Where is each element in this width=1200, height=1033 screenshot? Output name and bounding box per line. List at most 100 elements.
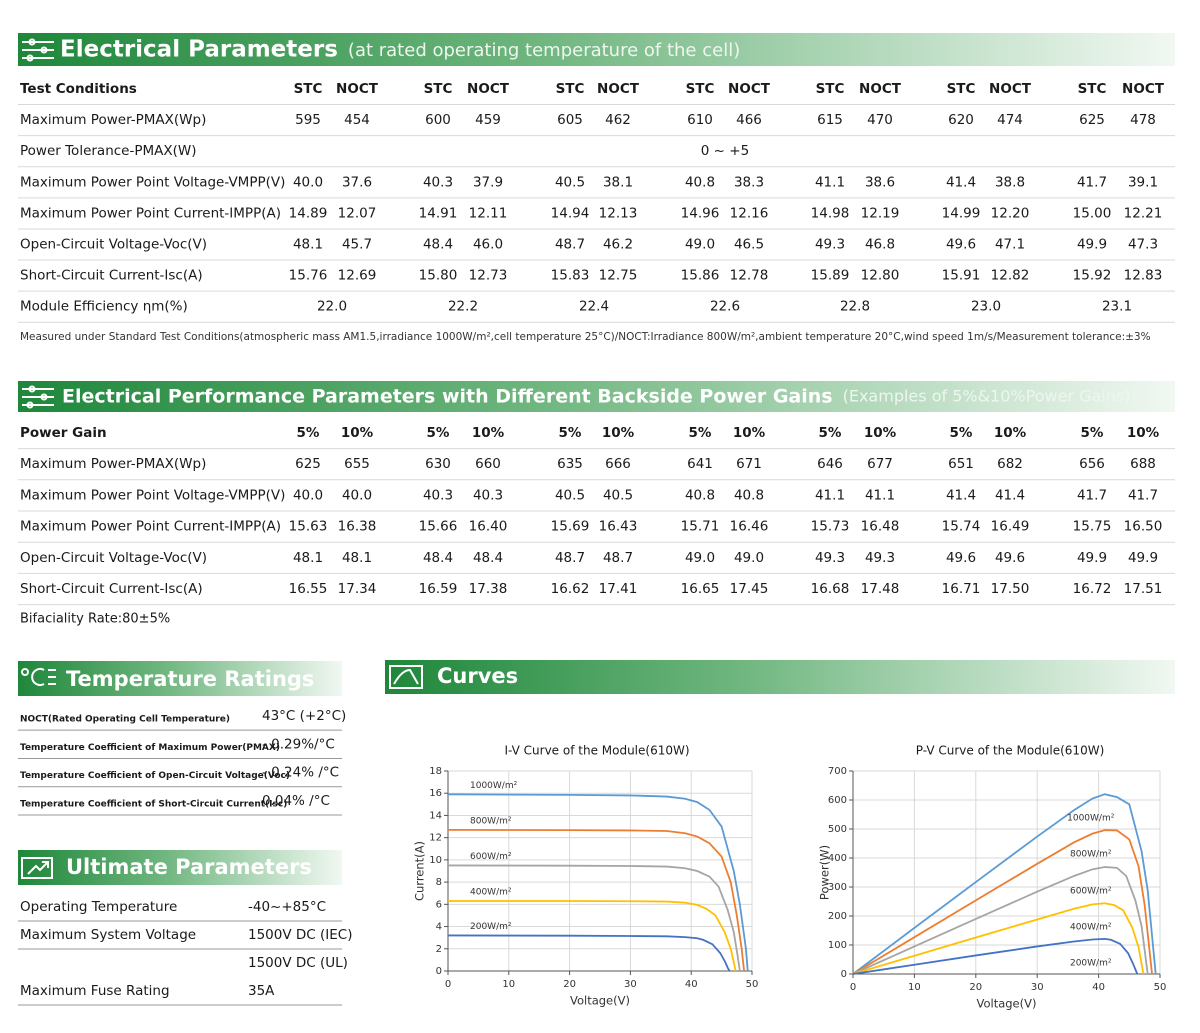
cell-value: 40.8 xyxy=(734,487,764,503)
cell-value: 49.3 xyxy=(815,237,845,253)
y-tick-label: 200 xyxy=(828,911,847,922)
cell-value: 17.34 xyxy=(338,581,377,597)
cell-value: 37.9 xyxy=(473,174,503,190)
cell-value: 40.0 xyxy=(293,174,323,190)
cell-value: 14.98 xyxy=(811,205,850,221)
cell-value: 41.1 xyxy=(815,487,845,503)
cell-value: 15.83 xyxy=(551,268,590,284)
cell-value: 40.8 xyxy=(685,487,715,503)
cell-value: 40.0 xyxy=(293,487,323,503)
cell-value: 12.78 xyxy=(730,268,769,284)
x-tick-label: 10 xyxy=(908,982,921,993)
cell-value: 15.74 xyxy=(942,519,981,535)
row-label: Maximum Power-PMAX(Wp) xyxy=(20,112,206,128)
cell-value: 15.69 xyxy=(551,519,590,535)
y-tick-label: 2 xyxy=(436,944,442,955)
row-label: Maximum Fuse Rating xyxy=(20,983,170,999)
cell-value: 38.1 xyxy=(603,174,633,190)
cell-value: 12.07 xyxy=(338,205,377,221)
row-label: Maximum Power Point Current-IMPP(A) xyxy=(20,519,281,535)
cell-value: 625 xyxy=(1079,112,1105,128)
cell-value: 14.96 xyxy=(681,205,720,221)
cell-value: 40.3 xyxy=(423,487,453,503)
y-tick-label: 14 xyxy=(429,810,442,821)
cell-value: 478 xyxy=(1130,112,1156,128)
thermo-icon xyxy=(21,668,56,686)
cell-value: 47.3 xyxy=(1128,237,1158,253)
column-header: 10% xyxy=(602,425,635,441)
row-value: 35A xyxy=(248,983,275,999)
cell-value: 16.49 xyxy=(991,519,1030,535)
y-tick-label: 16 xyxy=(429,788,442,799)
row-label: Power Tolerance-PMAX(W) xyxy=(20,143,197,159)
cell-value: 15.91 xyxy=(942,268,981,284)
y-tick-label: 4 xyxy=(436,922,442,933)
cell-value: 46.0 xyxy=(473,237,503,253)
y-tick-label: 8 xyxy=(436,877,442,888)
cell-value: 16.50 xyxy=(1124,519,1163,535)
cell-value: 38.3 xyxy=(734,174,764,190)
cell-value: 12.80 xyxy=(861,268,900,284)
row-value: 43°C (+2°C) xyxy=(262,708,346,724)
row-label: Temperature Coefficient of Maximum Power… xyxy=(20,743,280,753)
y-axis-label: Current(A) xyxy=(413,841,427,901)
column-header: 10% xyxy=(733,425,766,441)
cell-value: 41.7 xyxy=(1077,174,1107,190)
cell-value: 38.6 xyxy=(865,174,895,190)
cell-value: 49.9 xyxy=(1077,550,1107,566)
cell-value: 49.3 xyxy=(815,550,845,566)
cell-value: 48.7 xyxy=(555,237,585,253)
cell-value: 48.7 xyxy=(555,550,585,566)
cell-value: 47.1 xyxy=(995,237,1025,253)
cell-value: 37.6 xyxy=(342,174,372,190)
column-header: 10% xyxy=(864,425,897,441)
curve xyxy=(852,866,1149,975)
cell-value: 49.9 xyxy=(1077,237,1107,253)
column-header: STC xyxy=(686,81,715,97)
curve xyxy=(447,828,745,972)
cell-value: 41.1 xyxy=(865,487,895,503)
cell-value: 41.7 xyxy=(1128,487,1158,503)
x-tick-label: 0 xyxy=(445,979,451,990)
cell-value: 656 xyxy=(1079,456,1105,472)
cell-value: 474 xyxy=(997,112,1023,128)
cell-value: 15.00 xyxy=(1073,205,1112,221)
cell-value: 466 xyxy=(736,112,762,128)
cell-value: 15.66 xyxy=(419,519,458,535)
cell-value: 38.8 xyxy=(995,174,1025,190)
cell-value: 23.0 xyxy=(971,299,1001,315)
cell-value: 625 xyxy=(295,456,321,472)
row-label: NOCT(Rated Operating Cell Temperature) xyxy=(20,715,230,725)
cell-value: 459 xyxy=(475,112,501,128)
cell-value: 0 ~ +5 xyxy=(701,143,749,159)
row-label: Maximum Power Point Voltage-VMPP(V) xyxy=(20,487,285,503)
cell-value: 48.4 xyxy=(473,550,503,566)
section-bar xyxy=(18,661,342,696)
cell-value: 48.7 xyxy=(603,550,633,566)
cell-value: 48.1 xyxy=(342,550,372,566)
cell-value: 646 xyxy=(817,456,843,472)
cell-value: 41.4 xyxy=(946,487,976,503)
column-header: 5% xyxy=(427,425,450,441)
cell-value: 40.8 xyxy=(685,174,715,190)
series-label: 200W/m² xyxy=(1070,958,1112,968)
cell-value: 15.92 xyxy=(1073,268,1112,284)
cell-value: 40.5 xyxy=(555,174,585,190)
curve xyxy=(448,900,737,972)
y-tick-label: 12 xyxy=(429,833,442,844)
x-tick-label: 20 xyxy=(969,982,982,993)
row-value: -40~+85°C xyxy=(248,899,326,915)
row-value: - 0.24% /°C xyxy=(262,765,339,781)
cell-value: 660 xyxy=(475,456,501,472)
cell-value: 17.38 xyxy=(469,581,508,597)
cell-value: 14.94 xyxy=(551,205,590,221)
chart-title: P-V Curve of the Module(610W) xyxy=(916,744,1105,758)
cell-value: 49.6 xyxy=(946,550,976,566)
cell-value: 40.3 xyxy=(473,487,503,503)
cell-value: 15.76 xyxy=(289,268,328,284)
cell-value: 22.6 xyxy=(710,299,740,315)
cell-value: 677 xyxy=(867,456,893,472)
cell-value: 470 xyxy=(867,112,893,128)
cell-value: 595 xyxy=(295,112,321,128)
